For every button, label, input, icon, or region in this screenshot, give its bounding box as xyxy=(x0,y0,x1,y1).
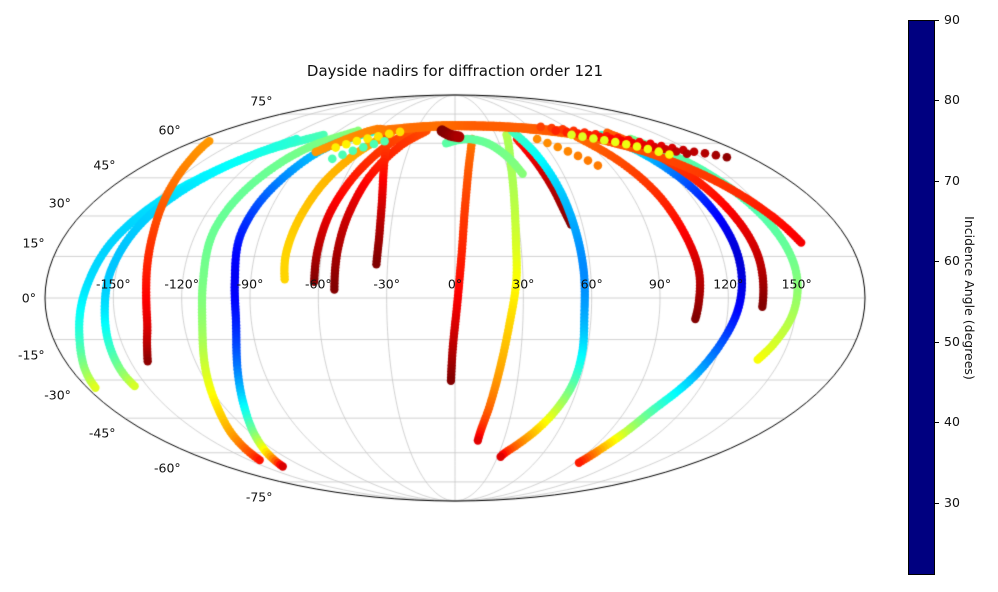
colorbar-tick-label: 50 xyxy=(944,333,960,349)
lon-tick-label: -60° xyxy=(304,276,332,292)
lon-tick-label: 90° xyxy=(648,276,672,292)
lon-tick-label: 120° xyxy=(713,276,744,292)
colorbar-tick-mark xyxy=(935,502,939,504)
colorbar-tick-label: 60 xyxy=(944,253,960,269)
colorbar-tick-mark xyxy=(935,180,939,182)
lat-tick-label: -45° xyxy=(88,425,116,441)
lat-tick-label: -60° xyxy=(154,460,181,476)
colorbar-tick-mark xyxy=(935,341,939,343)
lat-tick-label: 15° xyxy=(22,235,45,251)
lon-tick-label: -90° xyxy=(236,276,264,292)
lat-tick-label: 0° xyxy=(21,290,36,306)
colorbar-tick-label: 40 xyxy=(944,414,960,430)
colorbar-tick-mark xyxy=(935,261,939,263)
colorbar-tick-label: 90 xyxy=(944,12,960,27)
colorbar xyxy=(908,20,935,575)
lon-tick-label: 30° xyxy=(512,276,535,292)
chart-title: Dayside nadirs for diffraction order 121 xyxy=(306,62,604,80)
lon-tick-label: -150° xyxy=(96,276,131,292)
lat-tick-label: 75° xyxy=(250,93,273,109)
lat-tick-label: 30° xyxy=(48,195,71,211)
lat-tick-label: 45° xyxy=(93,157,116,173)
colorbar-tick-label: 70 xyxy=(944,172,960,188)
lon-tick-label: 0° xyxy=(447,276,463,292)
colorbar-tick-mark xyxy=(935,422,939,424)
lon-tick-label: 150° xyxy=(781,276,812,292)
lat-tick-label: -75° xyxy=(245,489,273,505)
lon-tick-label: 60° xyxy=(580,276,603,292)
lon-tick-label: -120° xyxy=(164,276,199,292)
lat-tick-label: -30° xyxy=(44,387,71,403)
colorbar-tick-label: 80 xyxy=(944,92,960,108)
colorbar-tick-mark xyxy=(935,100,939,102)
lon-tick-label: -30° xyxy=(373,276,400,292)
colorbar-tick-mark xyxy=(935,20,939,21)
lat-tick-label: 60° xyxy=(158,122,181,138)
lat-tick-label: -15° xyxy=(18,347,45,363)
colorbar-tick-label: 30 xyxy=(944,494,960,510)
colorbar-axis-label: Incidence Angle (degrees) xyxy=(962,216,977,380)
